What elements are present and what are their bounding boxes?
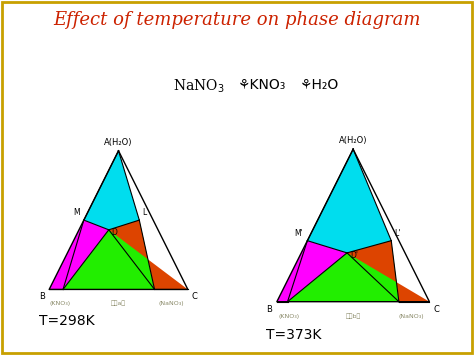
Text: B: B <box>266 305 272 314</box>
Text: (NaNO₃): (NaNO₃) <box>158 301 184 306</box>
Polygon shape <box>347 241 429 302</box>
Text: B: B <box>39 292 45 301</box>
Text: C: C <box>434 305 440 314</box>
Text: Effect of temperature on phase diagram: Effect of temperature on phase diagram <box>53 11 421 29</box>
Text: M: M <box>73 208 80 217</box>
Text: 图（b）: 图（b） <box>346 314 361 320</box>
Text: A(H₂O): A(H₂O) <box>339 136 367 144</box>
Text: D': D' <box>350 251 358 260</box>
Text: NaNO$_3$: NaNO$_3$ <box>173 78 225 95</box>
Polygon shape <box>277 241 347 302</box>
Text: C: C <box>192 292 198 301</box>
Text: L': L' <box>394 229 401 237</box>
Polygon shape <box>49 220 188 289</box>
Polygon shape <box>49 220 109 289</box>
Text: ⚘H₂O: ⚘H₂O <box>299 78 338 92</box>
Text: L: L <box>142 208 146 217</box>
Polygon shape <box>84 151 139 230</box>
Text: A(H₂O): A(H₂O) <box>104 138 133 147</box>
Text: D: D <box>111 228 118 237</box>
Text: T=298K: T=298K <box>38 314 94 328</box>
Polygon shape <box>307 149 391 253</box>
Text: M': M' <box>294 229 303 237</box>
Polygon shape <box>109 220 188 289</box>
Text: (NaNO₃): (NaNO₃) <box>398 314 424 319</box>
Text: (KNO₃): (KNO₃) <box>50 301 71 306</box>
Text: 图（a）: 图（a） <box>111 301 126 306</box>
Text: T=373K: T=373K <box>266 328 321 342</box>
Text: (KNO₃): (KNO₃) <box>279 314 300 319</box>
Polygon shape <box>277 241 429 302</box>
Text: ⚘KNO₃: ⚘KNO₃ <box>237 78 285 92</box>
